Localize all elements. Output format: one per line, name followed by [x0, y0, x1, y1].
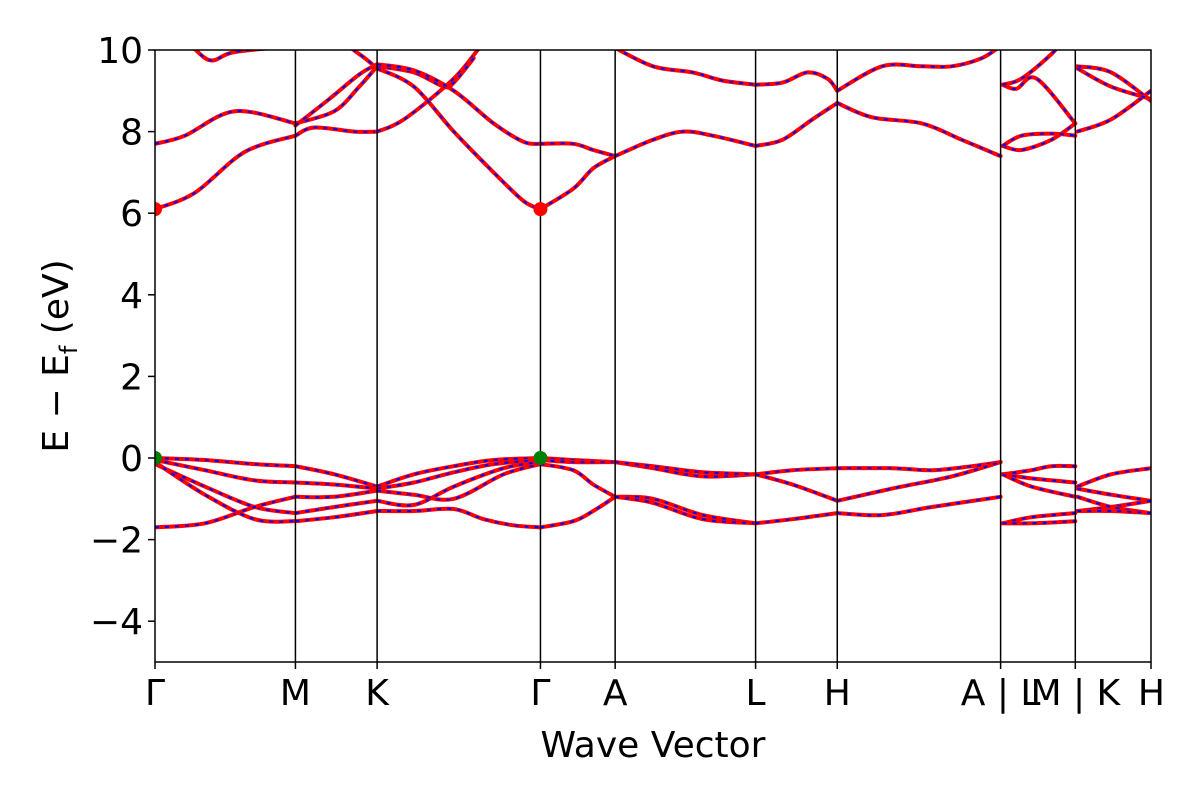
y-tick-label: 2: [120, 357, 143, 398]
x-tick-label: K: [365, 673, 390, 714]
band-line-spin-down: [540, 463, 616, 498]
band-line-spin-down: [615, 461, 756, 478]
band-line-spin-up: [835, 101, 1003, 159]
band-line-spin-down: [837, 495, 1001, 517]
band-line-spin-down: [376, 461, 541, 507]
band-line-spin-down: [540, 495, 616, 529]
band-line-spin-down: [295, 510, 378, 523]
band-line-spin-down: [194, 50, 261, 62]
band-line-spin-down: [295, 499, 378, 515]
band-line-spin-down: [377, 507, 541, 529]
x-axis-ticks: Γ M K Γ A L H A | LM | K H: [145, 662, 1165, 714]
band-line-spin-down: [615, 495, 756, 525]
band-line-spin-down: [1077, 509, 1151, 515]
x-tick-label: Γ: [145, 673, 165, 714]
y-tick-label: −2: [90, 521, 143, 562]
band-line-spin-up: [155, 133, 298, 212]
x-tick-label: H: [824, 673, 851, 714]
x-axis-label: Wave Vector: [541, 725, 766, 766]
band-line-spin-down: [1077, 65, 1151, 102]
band-line-spin-down: [615, 461, 756, 476]
band-line-spin-up: [375, 456, 543, 489]
band-lines: [155, 50, 1151, 530]
cbm-marker: [155, 202, 162, 217]
band-line-spin-down: [614, 130, 756, 158]
cbm-marker: [533, 202, 548, 217]
band-line-spin-down: [1002, 473, 1076, 484]
kpoint-divider-lines: [294, 50, 1077, 662]
band-line-spin-down: [1002, 512, 1076, 525]
x-tick-label: Γ: [530, 673, 550, 714]
band-line-spin-up: [835, 460, 1003, 473]
band-line-spin-down: [376, 459, 541, 490]
band-line-spin-down: [615, 495, 756, 525]
band-line-spin-up: [155, 460, 298, 524]
band-line-spin-up: [835, 460, 1003, 503]
vbm-marker: [533, 451, 548, 465]
x-tick-label: H: [1138, 673, 1165, 714]
y-axis-label: E − Ef (eV): [36, 259, 83, 452]
band-line-spin-down: [155, 463, 296, 515]
y-tick-label: 10: [97, 31, 143, 72]
y-axis-ticks: −4 −2 0 2 4 6 8 10: [90, 31, 155, 643]
band-line-spin-up: [753, 472, 840, 503]
y-tick-label: 4: [120, 276, 143, 317]
band-line-spin-up: [1075, 466, 1151, 489]
band-line-spin-up: [1000, 50, 1059, 87]
band-line-spin-up: [1000, 131, 1078, 148]
band-line-spin-down: [352, 50, 378, 70]
band-line-spin-down: [755, 71, 839, 92]
band-line-spin-down: [155, 110, 296, 145]
plot-frame: [154, 49, 1152, 663]
band-line-spin-down: [755, 102, 838, 147]
band-line-spin-down: [295, 65, 378, 125]
band-line-spin-down: [755, 467, 838, 476]
band-line-spin-down: [295, 489, 378, 499]
band-line-spin-down: [755, 512, 838, 525]
band-line-spin-down: [155, 495, 296, 529]
y-axis-label-text: E − Ef (eV): [36, 259, 83, 452]
band-line-spin-down: [540, 457, 616, 464]
band-line-spin-down: [539, 155, 616, 210]
band-line-spin-down: [616, 50, 756, 86]
band-line-spin-down: [376, 67, 541, 211]
band-line-spin-down: [1002, 473, 1076, 498]
x-tick-label: M | K: [1030, 673, 1121, 714]
band-line-spin-down: [294, 126, 378, 137]
band-line-spin-down: [294, 63, 378, 127]
band-line-spin-up: [1000, 121, 1078, 153]
x-tick-label: A: [603, 673, 628, 714]
x-tick-label: L: [746, 673, 766, 714]
band-line-spin-down: [155, 459, 296, 484]
band-line-spin-down: [540, 459, 616, 464]
y-tick-label: −4: [90, 602, 143, 643]
x-tick-label: A | L: [961, 673, 1041, 714]
band-line-spin-down: [376, 63, 541, 145]
band-line-spin-up: [375, 462, 543, 502]
band-line-spin-up: [293, 464, 380, 489]
band-line-spin-up: [1075, 486, 1151, 503]
vbm-marker: [155, 451, 162, 465]
band-line-spin-down: [155, 457, 296, 468]
band-line-spin-down: [540, 142, 616, 158]
band-line-spin-down: [1002, 520, 1076, 525]
band-line-spin-down: [295, 481, 378, 490]
y-tick-label: 6: [120, 194, 143, 235]
band-line-spin-up: [835, 50, 999, 93]
band-line-spin-up: [1000, 75, 1078, 126]
x-tick-label: M: [280, 673, 311, 714]
band-line-spin-down: [1002, 464, 1076, 476]
band-line-spin-down: [1076, 67, 1151, 100]
y-tick-label: 0: [120, 439, 143, 480]
y-tick-label: 8: [120, 113, 143, 154]
band-edge-markers: [155, 202, 548, 465]
